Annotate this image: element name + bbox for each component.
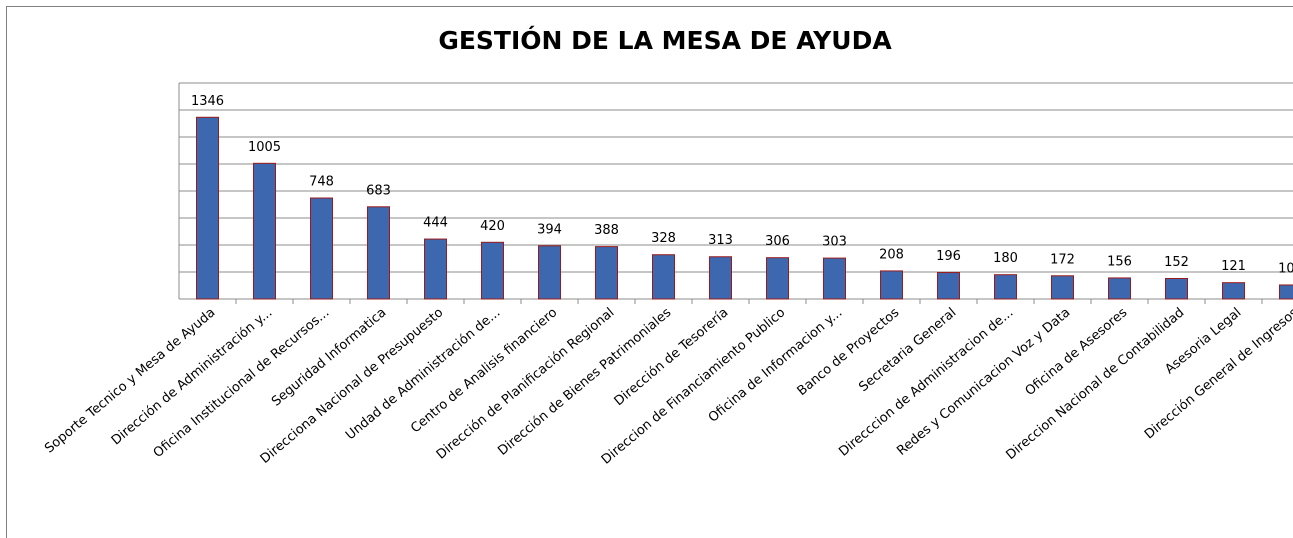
bar bbox=[880, 270, 903, 300]
bar bbox=[310, 197, 333, 300]
chart-frame bbox=[6, 6, 1293, 538]
value-label: 104 bbox=[1278, 261, 1293, 276]
bar bbox=[1051, 275, 1074, 300]
bar bbox=[823, 257, 846, 300]
bar bbox=[481, 241, 504, 300]
value-label: 1005 bbox=[248, 140, 281, 155]
bar bbox=[1165, 277, 1188, 300]
x-tick-label: Seguridad Informatica bbox=[269, 305, 389, 409]
value-label: 152 bbox=[1164, 255, 1189, 270]
bar bbox=[709, 256, 732, 300]
value-label: 683 bbox=[366, 183, 391, 198]
bar bbox=[994, 274, 1017, 300]
value-label: 388 bbox=[594, 223, 619, 238]
bar bbox=[595, 246, 618, 300]
bar bbox=[538, 245, 561, 300]
value-label: 306 bbox=[765, 234, 790, 249]
value-label: 748 bbox=[309, 175, 334, 190]
value-label: 172 bbox=[1050, 252, 1075, 267]
value-label: 394 bbox=[537, 222, 562, 237]
x-tick-label: Secretaria General bbox=[856, 305, 959, 395]
bar bbox=[1279, 284, 1293, 300]
value-label: 180 bbox=[993, 251, 1018, 266]
value-label: 420 bbox=[480, 219, 505, 234]
bar bbox=[253, 162, 276, 300]
value-label: 444 bbox=[423, 216, 448, 231]
chart-title: GESTIÓN DE LA MESA DE AYUDA bbox=[438, 25, 892, 55]
value-label: 328 bbox=[651, 231, 676, 246]
bar bbox=[367, 206, 390, 300]
bar bbox=[196, 116, 219, 300]
value-label: 156 bbox=[1107, 254, 1132, 269]
value-label: 196 bbox=[936, 249, 961, 264]
x-tick-label: Banco de Proyectos bbox=[795, 305, 903, 399]
bar bbox=[424, 238, 447, 300]
bar bbox=[1108, 277, 1131, 300]
bar bbox=[937, 272, 960, 300]
x-tick-label: Oficina de Asesores bbox=[1023, 305, 1131, 399]
x-tick-label: Dirección de Tesorería bbox=[612, 305, 732, 409]
value-label: 1346 bbox=[191, 94, 224, 109]
bar bbox=[766, 257, 789, 300]
bar bbox=[1222, 282, 1245, 300]
value-label: 121 bbox=[1221, 259, 1246, 274]
value-label: 303 bbox=[822, 235, 847, 250]
value-label: 208 bbox=[879, 247, 904, 262]
bar bbox=[652, 254, 675, 300]
value-label: 313 bbox=[708, 233, 733, 248]
